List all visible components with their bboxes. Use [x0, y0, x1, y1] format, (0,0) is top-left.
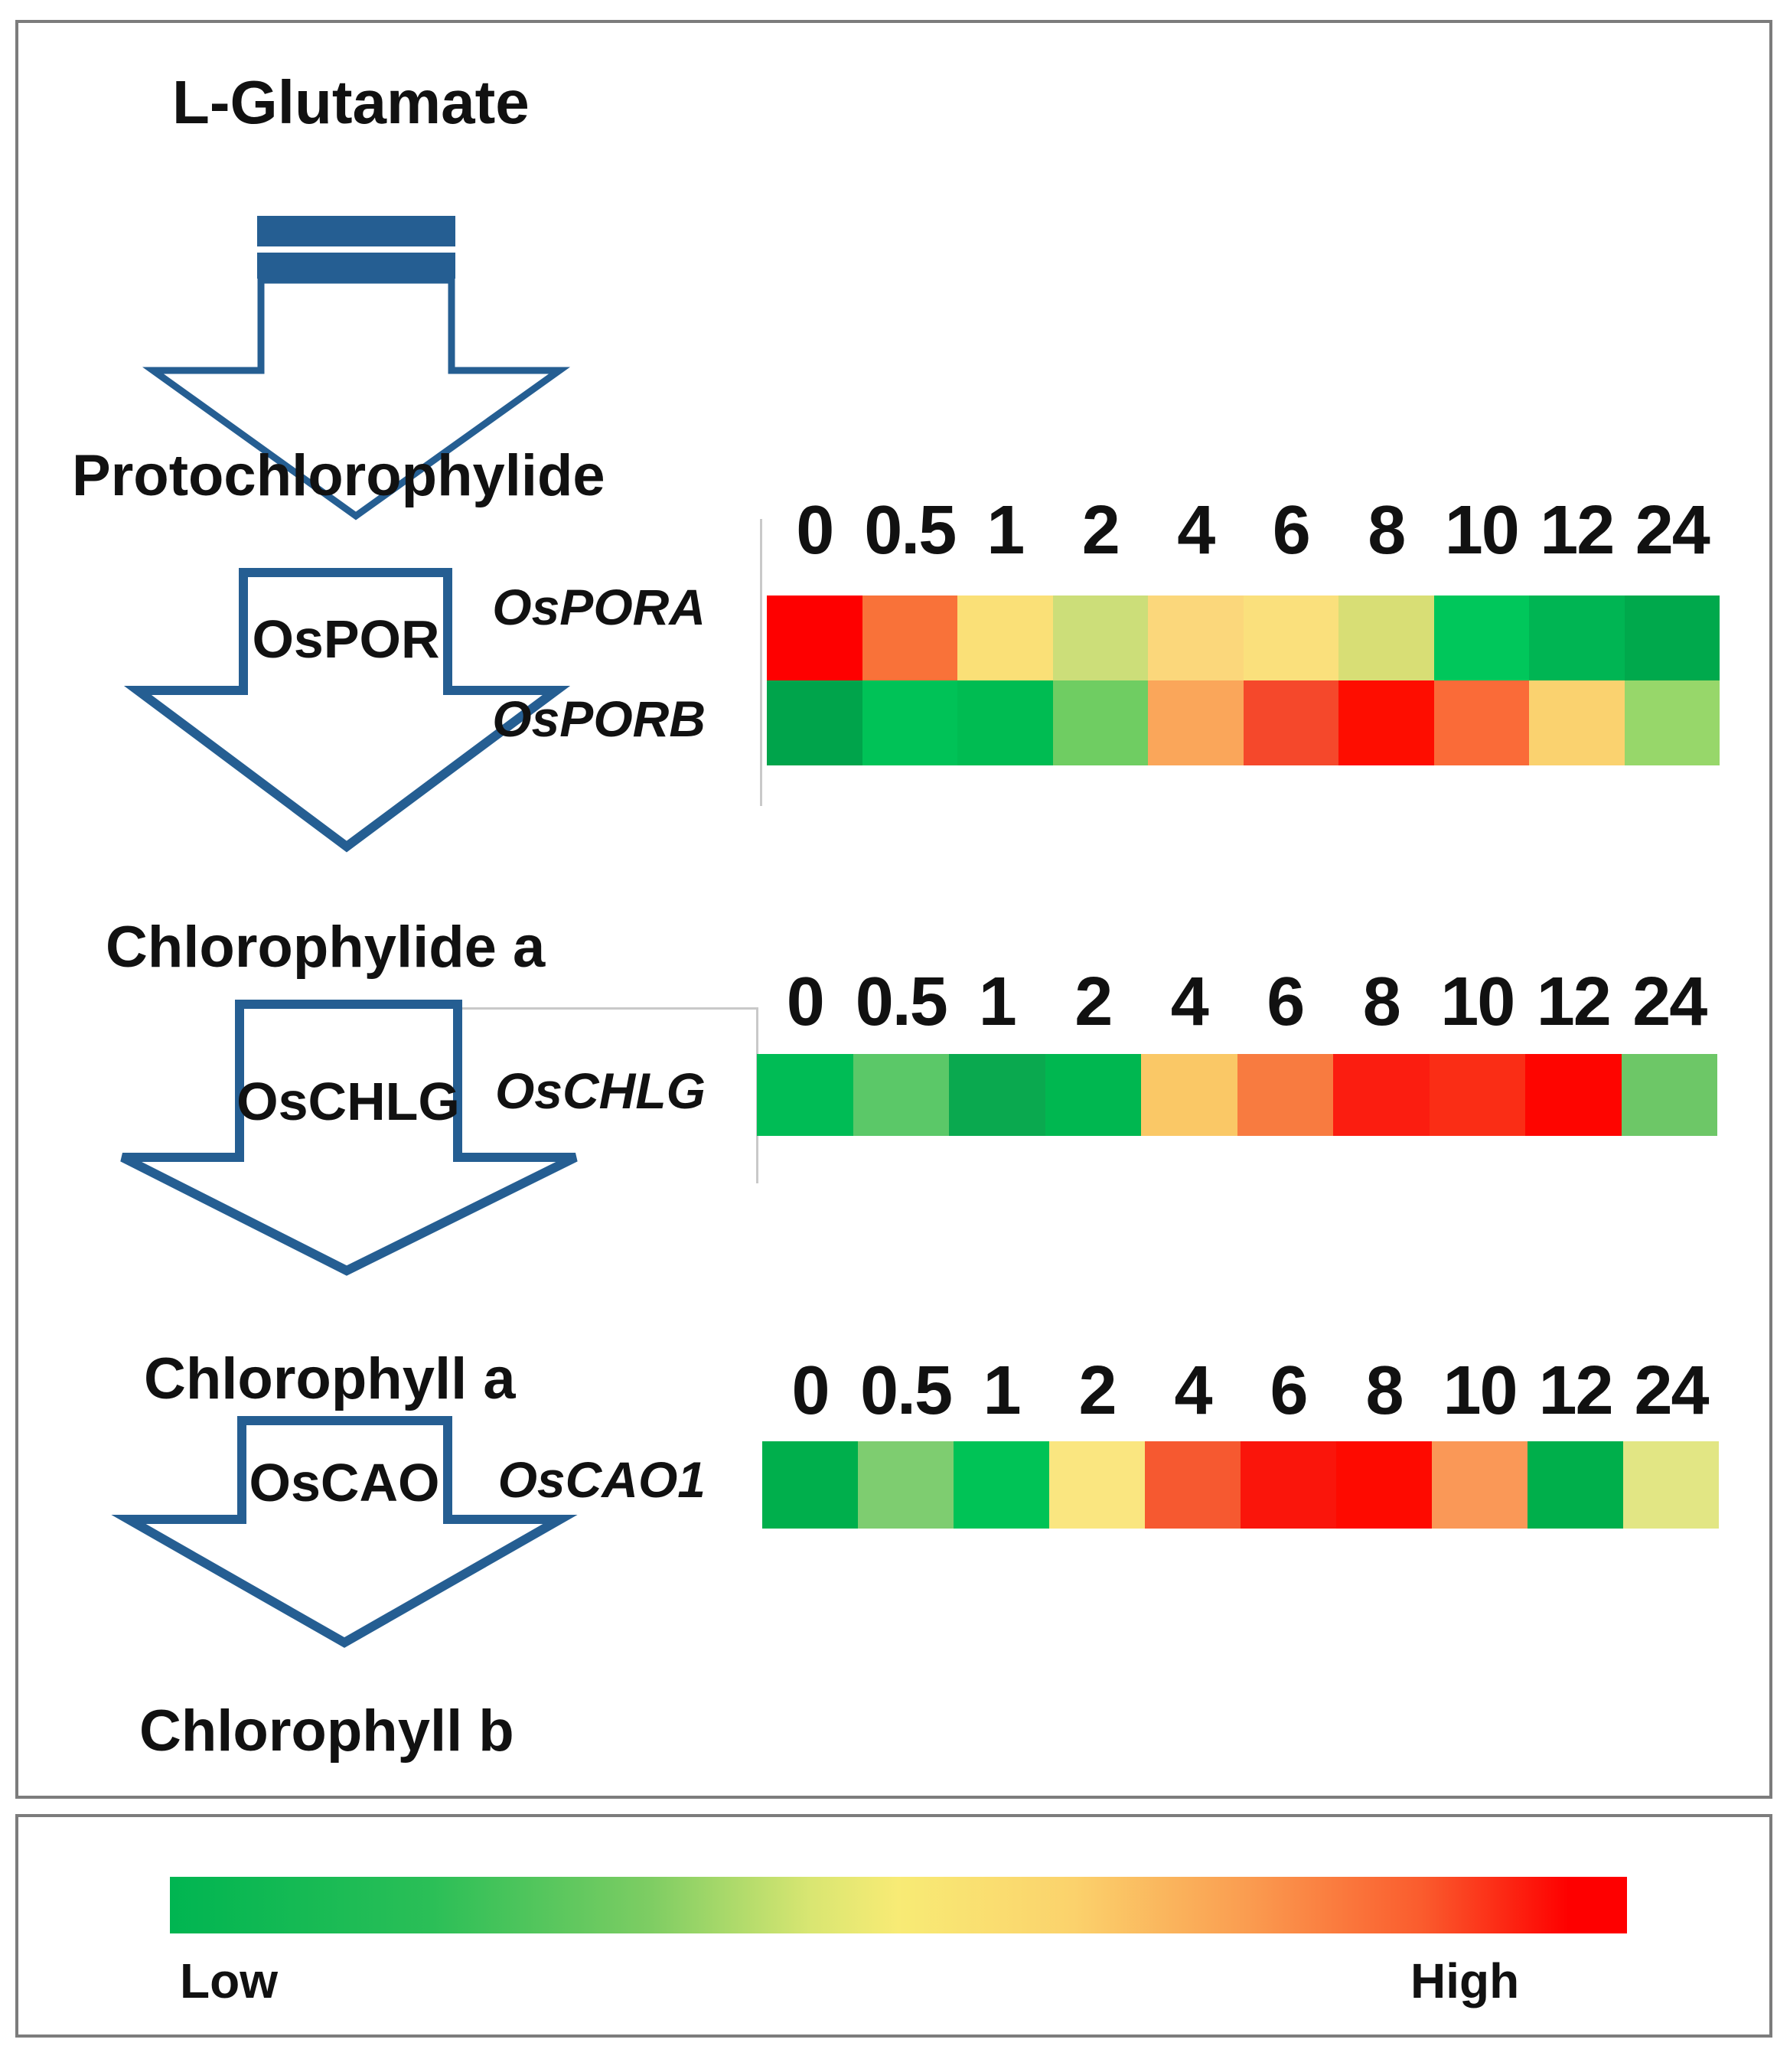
heatmap-cell: [1529, 680, 1625, 765]
heatmap-cell: [853, 1054, 949, 1136]
legend-high-label: High: [1410, 1953, 1520, 2008]
gene-label-oschlg: OsCHLG: [494, 1062, 706, 1119]
time-tick: 10: [1443, 1353, 1518, 1429]
heatmap-cell: [1243, 595, 1338, 680]
time-tick: 24: [1632, 964, 1707, 1040]
time-tick: 24: [1634, 1353, 1709, 1429]
heatmap-cell: [858, 1441, 954, 1529]
heatmap1-axis-line: [760, 519, 762, 806]
time-tick: 1: [978, 964, 1017, 1040]
node-protochlorophylide: Protochlorophylide: [72, 443, 605, 508]
time-tick: 12: [1538, 1353, 1613, 1429]
heatmap-cell: [1336, 1441, 1432, 1529]
color-scale-gradient: [170, 1877, 1627, 1933]
time-tick: 0: [796, 492, 834, 569]
heatmap-cell: [767, 595, 862, 680]
time-tick: 0.5: [855, 964, 948, 1040]
heatmap-cell: [1338, 595, 1434, 680]
node-chlorophyll-b: Chlorophyll b: [139, 1698, 514, 1764]
node-chlorophyll-a: Chlorophyll a: [144, 1346, 516, 1411]
heatmap-cell: [1148, 595, 1244, 680]
heatmap-row-OsPORB: [767, 680, 1720, 765]
heatmap-cell: [862, 680, 957, 765]
heatmap-row-OsCHLG: [757, 1054, 1717, 1136]
heatmap-cell: [957, 595, 1053, 680]
time-tick: 12: [1536, 964, 1612, 1040]
time-axis: 0 0.5 1 2 4 6 8 10 12 24: [757, 960, 1717, 1036]
heatmap-cell: [949, 1054, 1045, 1136]
heatmap-cell: [1241, 1441, 1336, 1529]
heatmap-cell: [954, 1441, 1049, 1529]
time-axis: 0 0.5 1 2 4 6 8 10 12 24: [767, 488, 1720, 565]
heatmap-cell: [957, 680, 1053, 765]
heatmap-cell: [1433, 595, 1529, 680]
time-tick: 12: [1540, 492, 1615, 569]
heatmap-oscao1: 0 0.5 1 2 4 6 8 10 12 24: [762, 1349, 1719, 1529]
time-tick: 6: [1272, 492, 1311, 569]
heatmap-cell: [757, 1054, 853, 1136]
heatmap-cell: [1529, 595, 1625, 680]
heatmap-cell: [1052, 680, 1148, 765]
heatmap-cell: [1145, 1441, 1241, 1529]
time-tick: 8: [1368, 492, 1406, 569]
heatmap-cell: [1052, 595, 1148, 680]
heatmap-cell: [1432, 1441, 1528, 1529]
time-tick: 8: [1362, 964, 1401, 1040]
heatmap-cell: [1243, 680, 1338, 765]
oschlg-connector-line: [458, 1007, 757, 1010]
heatmap-oschlg: 0 0.5 1 2 4 6 8 10 12 24: [757, 960, 1717, 1136]
heatmap-cell: [1624, 595, 1720, 680]
gene-label-oscao1: OsCAO1: [497, 1451, 706, 1508]
enzyme-oscao: OsCAO: [249, 1453, 440, 1512]
heatmap-cell: [767, 680, 862, 765]
gene-label-osporb: OsPORB: [492, 690, 706, 747]
heatmap-cell: [1528, 1441, 1623, 1529]
time-tick: 24: [1635, 492, 1710, 569]
node-l-glutamate: L-Glutamate: [172, 68, 530, 136]
heatmap-cell: [1141, 1054, 1237, 1136]
node-chlorophylide-a: Chlorophylide a: [106, 915, 546, 980]
heatmap-cell: [1338, 680, 1434, 765]
heatmap-cell: [1049, 1441, 1145, 1529]
time-tick: 2: [1078, 1353, 1117, 1429]
heatmap-row-OsPORA: [767, 595, 1720, 680]
heatmap-cell: [1621, 1054, 1717, 1136]
gene-label-ospora: OsPORA: [492, 579, 706, 635]
time-axis: 0 0.5 1 2 4 6 8 10 12 24: [762, 1349, 1719, 1425]
heatmap-cell: [1237, 1054, 1333, 1136]
time-tick: 6: [1267, 964, 1305, 1040]
legend-low-label: Low: [180, 1953, 278, 2008]
heatmap-row-OsCAO1: [762, 1441, 1719, 1529]
time-tick: 1: [986, 492, 1025, 569]
heatmap-cell: [1525, 1054, 1622, 1136]
heatmap-cell: [1333, 1054, 1430, 1136]
time-tick: 2: [1074, 964, 1113, 1040]
heatmap-cell: [1429, 1054, 1525, 1136]
time-tick: 0.5: [859, 1353, 953, 1429]
heatmap-ospor: 0 0.5 1 2 4 6 8 10 12 24: [767, 488, 1720, 765]
time-tick: 1: [983, 1353, 1021, 1429]
time-tick: 4: [1174, 1353, 1212, 1429]
time-tick: 4: [1170, 964, 1209, 1040]
heatmap-cell: [1148, 680, 1244, 765]
heatmap-cell: [762, 1441, 858, 1529]
heatmap-cell: [1624, 680, 1720, 765]
enzyme-ospor: OsPOR: [252, 609, 440, 669]
time-tick: 4: [1177, 492, 1215, 569]
time-tick: 8: [1365, 1353, 1404, 1429]
time-tick: 10: [1440, 964, 1515, 1040]
heatmap-cell: [1623, 1441, 1719, 1529]
time-tick: 0.5: [864, 492, 957, 569]
enzyme-oschlg: OsCHLG: [236, 1072, 460, 1131]
pathway-panel: [15, 20, 1772, 1799]
heatmap-cell: [862, 595, 957, 680]
heatmap-cell: [1045, 1054, 1141, 1136]
time-tick: 2: [1081, 492, 1120, 569]
time-tick: 0: [786, 964, 825, 1040]
heatmap-cell: [1433, 680, 1529, 765]
time-tick: 10: [1444, 492, 1520, 569]
time-tick: 6: [1270, 1353, 1308, 1429]
time-tick: 0: [791, 1353, 830, 1429]
